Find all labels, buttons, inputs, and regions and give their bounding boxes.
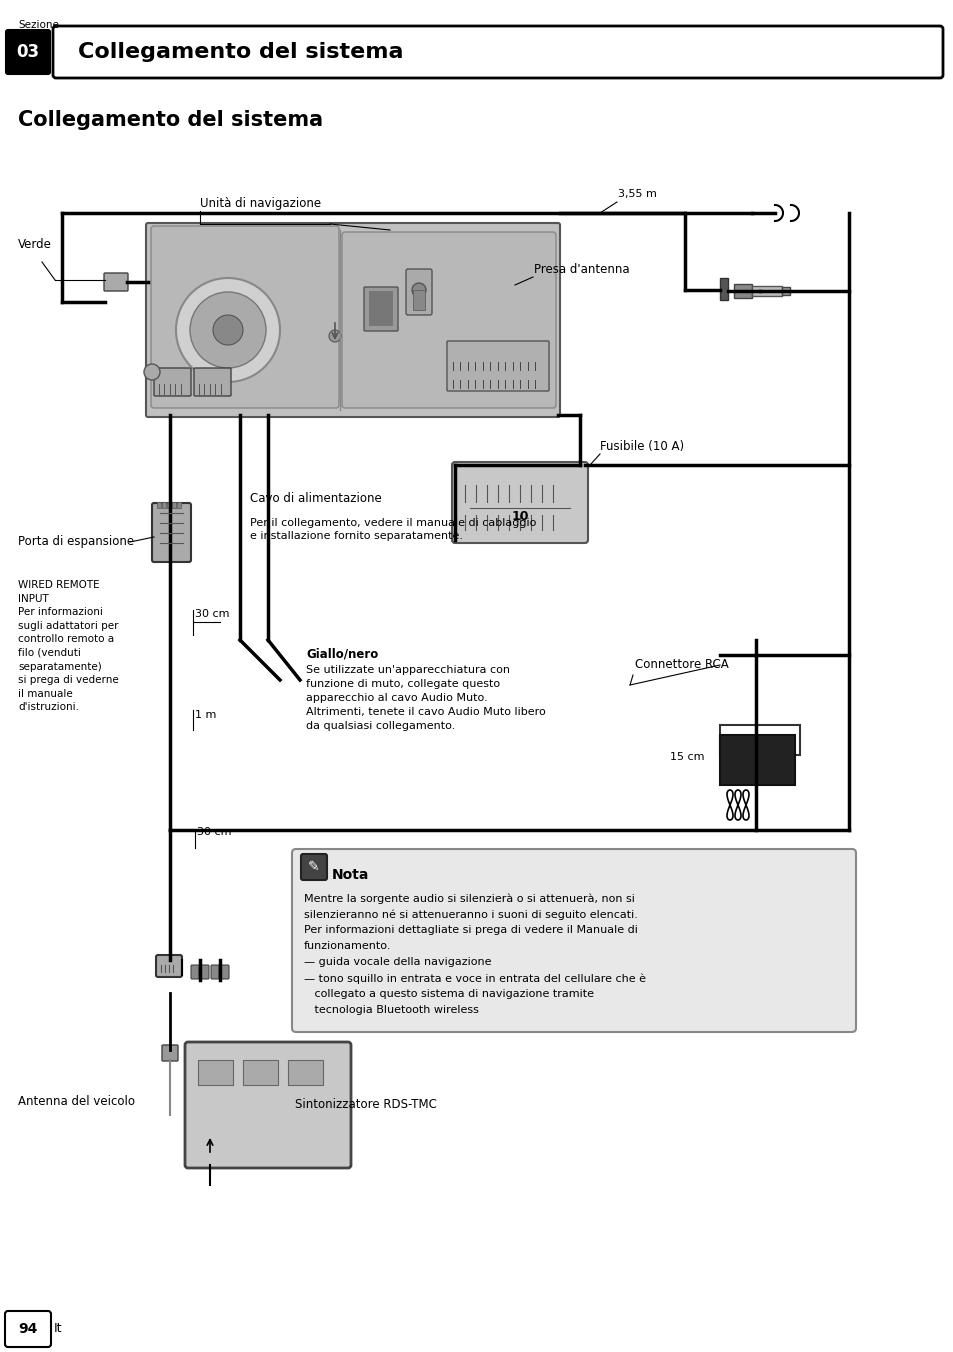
Circle shape — [213, 315, 243, 345]
Text: Cavo di alimentazione: Cavo di alimentazione — [250, 492, 381, 506]
Bar — [751, 287, 781, 296]
FancyBboxPatch shape — [152, 503, 191, 562]
Bar — [288, 1060, 323, 1086]
Text: — guida vocale della navigazione: — guida vocale della navigazione — [304, 957, 491, 967]
FancyBboxPatch shape — [406, 269, 432, 315]
FancyBboxPatch shape — [104, 273, 128, 291]
Circle shape — [190, 292, 266, 368]
Bar — [167, 502, 171, 508]
Bar — [781, 287, 789, 295]
FancyBboxPatch shape — [301, 854, 327, 880]
FancyBboxPatch shape — [201, 965, 209, 979]
Text: Sezione: Sezione — [18, 20, 59, 30]
Circle shape — [329, 330, 340, 342]
Bar — [177, 502, 181, 508]
Text: Per il collegamento, vedere il manuale di cablaggio
e installazione fornito sepa: Per il collegamento, vedere il manuale d… — [250, 518, 536, 541]
Text: funzione di muto, collegate questo: funzione di muto, collegate questo — [306, 679, 499, 690]
FancyBboxPatch shape — [151, 226, 338, 408]
FancyBboxPatch shape — [341, 233, 556, 408]
Circle shape — [175, 279, 280, 383]
Bar — [733, 284, 751, 297]
Text: 30 cm: 30 cm — [194, 608, 230, 619]
FancyBboxPatch shape — [6, 30, 50, 74]
FancyBboxPatch shape — [162, 1045, 178, 1061]
Text: silenzieranno né si attenueranno i suoni di seguito elencati.: silenzieranno né si attenueranno i suoni… — [304, 909, 638, 919]
FancyBboxPatch shape — [292, 849, 855, 1032]
Text: 1 m: 1 m — [194, 710, 216, 721]
Text: — tono squillo in entrata e voce in entrata del cellulare che è: — tono squillo in entrata e voce in entr… — [304, 973, 645, 983]
Text: Sintonizzatore RDS-TMC: Sintonizzatore RDS-TMC — [294, 1098, 436, 1111]
Bar — [172, 502, 175, 508]
Text: Presa d'antenna: Presa d'antenna — [534, 264, 629, 276]
FancyBboxPatch shape — [185, 1042, 351, 1168]
Bar — [162, 502, 166, 508]
Text: Collegamento del sistema: Collegamento del sistema — [78, 42, 403, 62]
FancyBboxPatch shape — [452, 462, 587, 544]
Text: funzionamento.: funzionamento. — [304, 941, 391, 950]
Text: da qualsiasi collegamento.: da qualsiasi collegamento. — [306, 721, 455, 731]
Text: WIRED REMOTE
INPUT
Per informazioni
sugli adattatori per
controllo remoto a
filo: WIRED REMOTE INPUT Per informazioni sugl… — [18, 580, 118, 713]
Text: Altrimenti, tenete il cavo Audio Muto libero: Altrimenti, tenete il cavo Audio Muto li… — [306, 707, 545, 717]
Text: 94: 94 — [18, 1322, 38, 1336]
Text: Per informazioni dettagliate si prega di vedere il Manuale di: Per informazioni dettagliate si prega di… — [304, 925, 638, 936]
FancyBboxPatch shape — [364, 287, 397, 331]
Bar — [720, 279, 727, 300]
FancyBboxPatch shape — [153, 368, 191, 396]
Bar — [243, 1060, 277, 1086]
Bar — [198, 1060, 233, 1086]
Text: 10: 10 — [511, 510, 528, 523]
Circle shape — [144, 364, 160, 380]
Text: Nota: Nota — [332, 868, 369, 882]
Text: Mentre la sorgente audio si silenzierà o si attenuerà, non si: Mentre la sorgente audio si silenzierà o… — [304, 894, 634, 903]
Text: apparecchio al cavo Audio Muto.: apparecchio al cavo Audio Muto. — [306, 694, 487, 703]
FancyBboxPatch shape — [191, 965, 199, 979]
FancyBboxPatch shape — [211, 965, 219, 979]
FancyBboxPatch shape — [53, 26, 942, 78]
FancyBboxPatch shape — [146, 223, 559, 416]
Text: 3,55 m: 3,55 m — [618, 189, 657, 199]
Text: Verde: Verde — [18, 238, 51, 251]
Text: Connettore RCA: Connettore RCA — [635, 658, 728, 671]
Circle shape — [412, 283, 426, 297]
Bar — [720, 725, 800, 754]
FancyBboxPatch shape — [156, 955, 182, 977]
FancyBboxPatch shape — [193, 368, 231, 396]
Bar — [157, 502, 161, 508]
Text: Unità di navigazione: Unità di navigazione — [200, 197, 321, 210]
Text: collegato a questo sistema di navigazione tramite: collegato a questo sistema di navigazion… — [304, 990, 594, 999]
FancyBboxPatch shape — [447, 341, 548, 391]
Text: Collegamento del sistema: Collegamento del sistema — [18, 110, 323, 130]
Text: Porta di espansione: Porta di espansione — [18, 535, 134, 548]
Text: Se utilizzate un'apparecchiatura con: Se utilizzate un'apparecchiatura con — [306, 665, 510, 675]
Bar — [720, 735, 794, 786]
FancyBboxPatch shape — [221, 965, 229, 979]
Text: Antenna del veicolo: Antenna del veicolo — [18, 1095, 135, 1109]
FancyBboxPatch shape — [5, 1311, 51, 1347]
Text: It: It — [54, 1322, 63, 1336]
Text: tecnologia Bluetooth wireless: tecnologia Bluetooth wireless — [304, 1005, 478, 1015]
Bar — [369, 291, 393, 326]
Text: 15 cm: 15 cm — [669, 752, 703, 763]
Text: Giallo/nero: Giallo/nero — [306, 648, 377, 661]
Text: ✎: ✎ — [308, 860, 319, 873]
Text: 03: 03 — [16, 43, 39, 61]
Bar — [413, 289, 424, 310]
Text: 30 cm: 30 cm — [196, 827, 232, 837]
Text: Fusibile (10 A): Fusibile (10 A) — [599, 439, 683, 453]
